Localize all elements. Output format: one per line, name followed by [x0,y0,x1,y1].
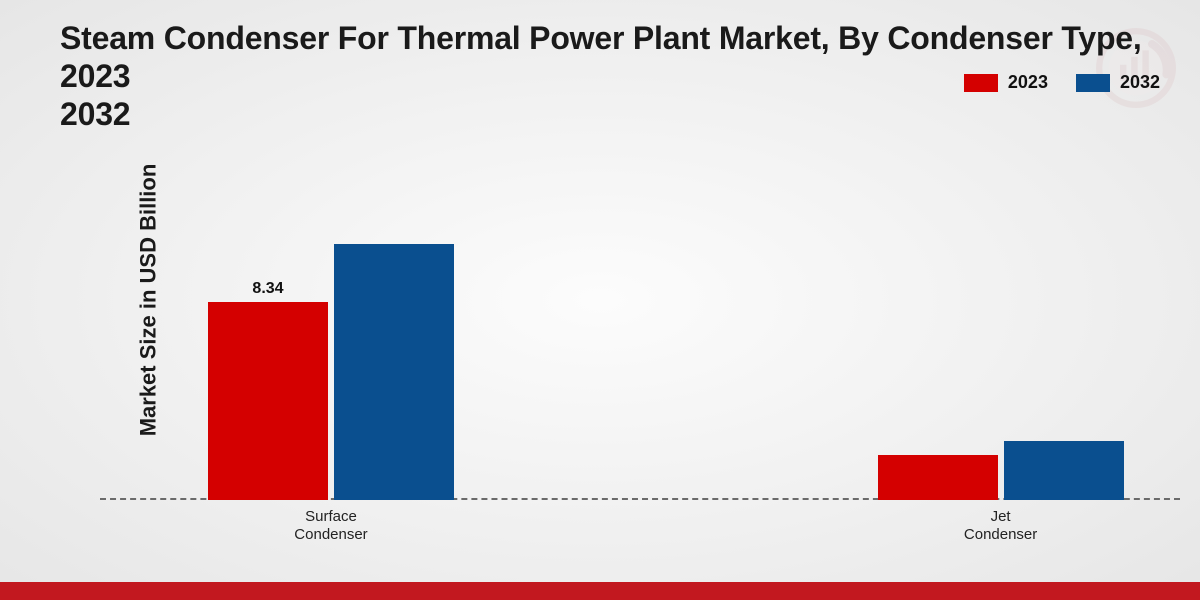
data-label-surface-2023: 8.34 [252,280,283,298]
bar-group-jet-condenser: Jet Condenser [878,441,1124,500]
legend-swatch-2023 [964,74,998,92]
bar-jet-2032 [1004,441,1124,500]
bar-surface-2023 [208,302,328,500]
legend-label-2023: 2023 [1008,72,1048,93]
legend: 2023 2032 [964,72,1160,93]
bar-group-surface-condenser: 8.34 Surface Condenser [208,244,454,501]
bar-surface-2032 [334,244,454,501]
legend-item-2032: 2032 [1076,72,1160,93]
x-label-surface: Surface Condenser [251,508,411,544]
bar-jet-2023 [878,455,998,500]
legend-label-2032: 2032 [1120,72,1160,93]
plot-area: 8.34 Surface Condenser Jet Condenser [100,120,1180,500]
legend-swatch-2032 [1076,74,1110,92]
x-label-jet: Jet Condenser [921,508,1081,544]
chart-page: Steam Condenser For Thermal Power Plant … [0,0,1200,600]
legend-item-2023: 2023 [964,72,1048,93]
footer-accent-bar [0,582,1200,600]
